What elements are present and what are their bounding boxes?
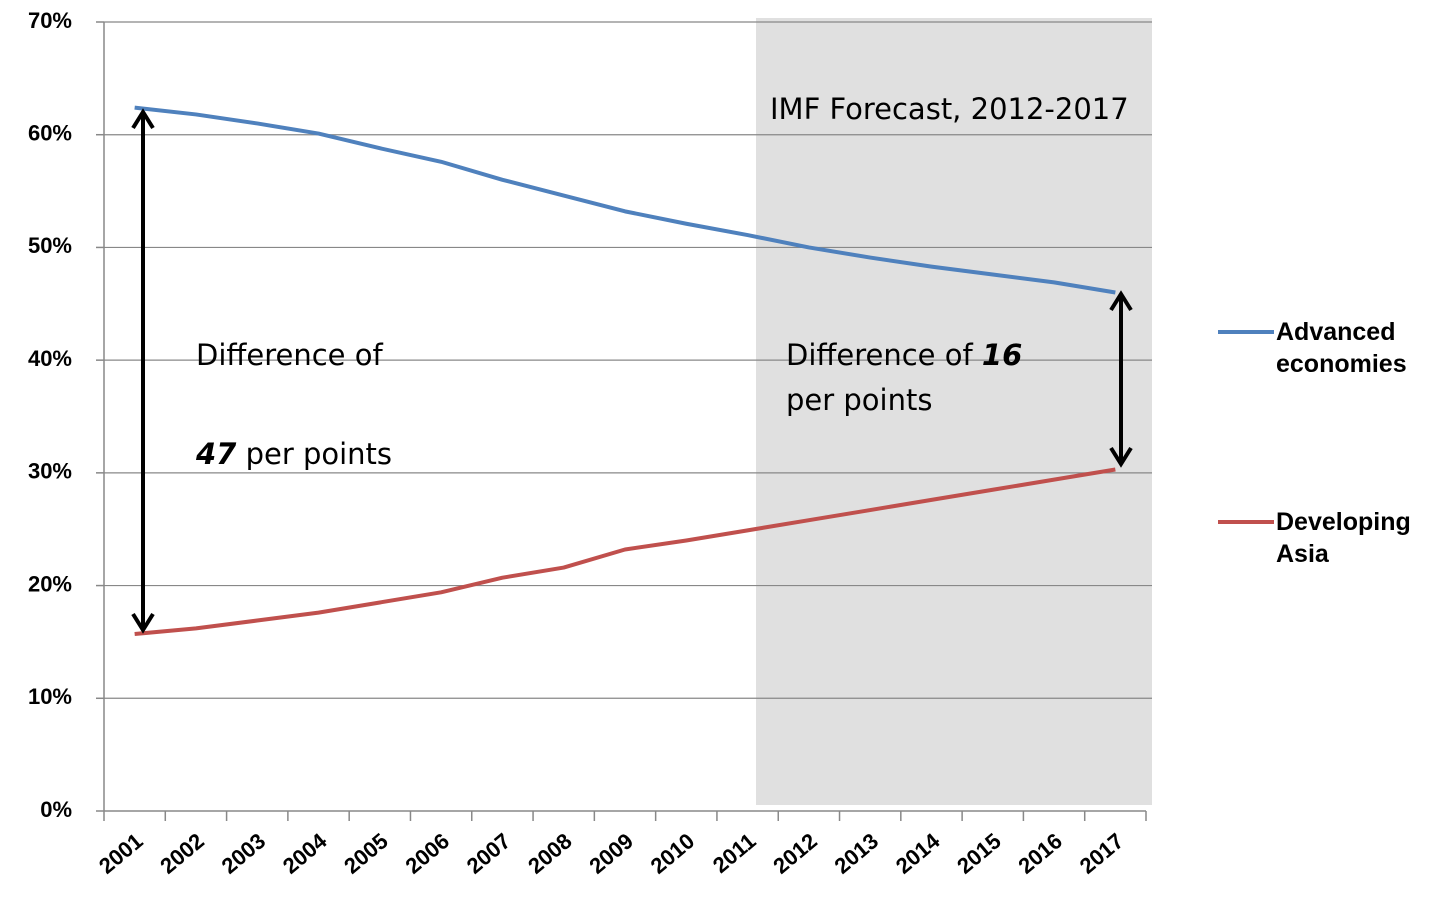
y-tick-label: 40%	[28, 346, 72, 371]
x-tick-label: 2007	[462, 828, 516, 879]
legend-label: Developing Asia	[1276, 508, 1411, 568]
forecast-region	[756, 18, 1152, 805]
y-tick-label: 70%	[28, 8, 72, 33]
x-tick-label: 2011	[708, 828, 761, 878]
annotation-number: 47	[195, 437, 237, 471]
y-tick-label: 60%	[28, 121, 72, 146]
y-tick-label: 0%	[40, 797, 72, 822]
legend-label: Advanced economies	[1276, 318, 1407, 378]
x-tick-label: 2010	[646, 828, 700, 879]
y-tick-label: 30%	[28, 459, 72, 484]
x-tick-label: 2015	[952, 828, 1006, 879]
y-tick-label: 20%	[28, 571, 72, 596]
annotation: Difference of	[196, 338, 383, 372]
x-tick-label: 2005	[339, 828, 393, 879]
legend-item: Advanced economies	[1218, 316, 1453, 380]
x-tick-label: 2009	[584, 828, 638, 879]
x-tick-label: 2003	[217, 828, 271, 879]
x-tick-label: 2001	[94, 828, 148, 879]
x-tick-label: 2008	[523, 828, 577, 879]
y-tick-label: 10%	[28, 684, 72, 709]
x-tick-label: 2013	[830, 828, 884, 879]
y-tick-label: 50%	[28, 233, 72, 258]
x-tick-label: 2016	[1013, 828, 1067, 879]
x-tick-label: 2004	[278, 828, 332, 879]
legend-item: Developing Asia	[1218, 506, 1453, 570]
annotation: Difference of 16	[786, 338, 1022, 372]
annotation: per points	[786, 383, 932, 417]
series-line	[134, 467, 1116, 637]
legend-swatch	[1218, 330, 1274, 334]
annotation: per points	[246, 437, 392, 471]
annotation: Difference of	[786, 338, 973, 372]
legend-swatch	[1218, 520, 1274, 524]
x-tick-label: 2006	[400, 828, 454, 879]
x-tick-label: 2012	[768, 828, 822, 879]
x-tick-label: 2017	[1075, 828, 1129, 879]
difference-arrows	[131, 108, 1133, 634]
annotation-number: 16	[982, 338, 1022, 372]
annotation: 47 per points	[195, 437, 392, 471]
annotation: IMF Forecast, 2012-2017	[770, 92, 1129, 126]
series-line	[134, 105, 1116, 295]
x-tick-label: 2002	[155, 828, 209, 879]
x-tick-label: 2014	[891, 828, 945, 879]
